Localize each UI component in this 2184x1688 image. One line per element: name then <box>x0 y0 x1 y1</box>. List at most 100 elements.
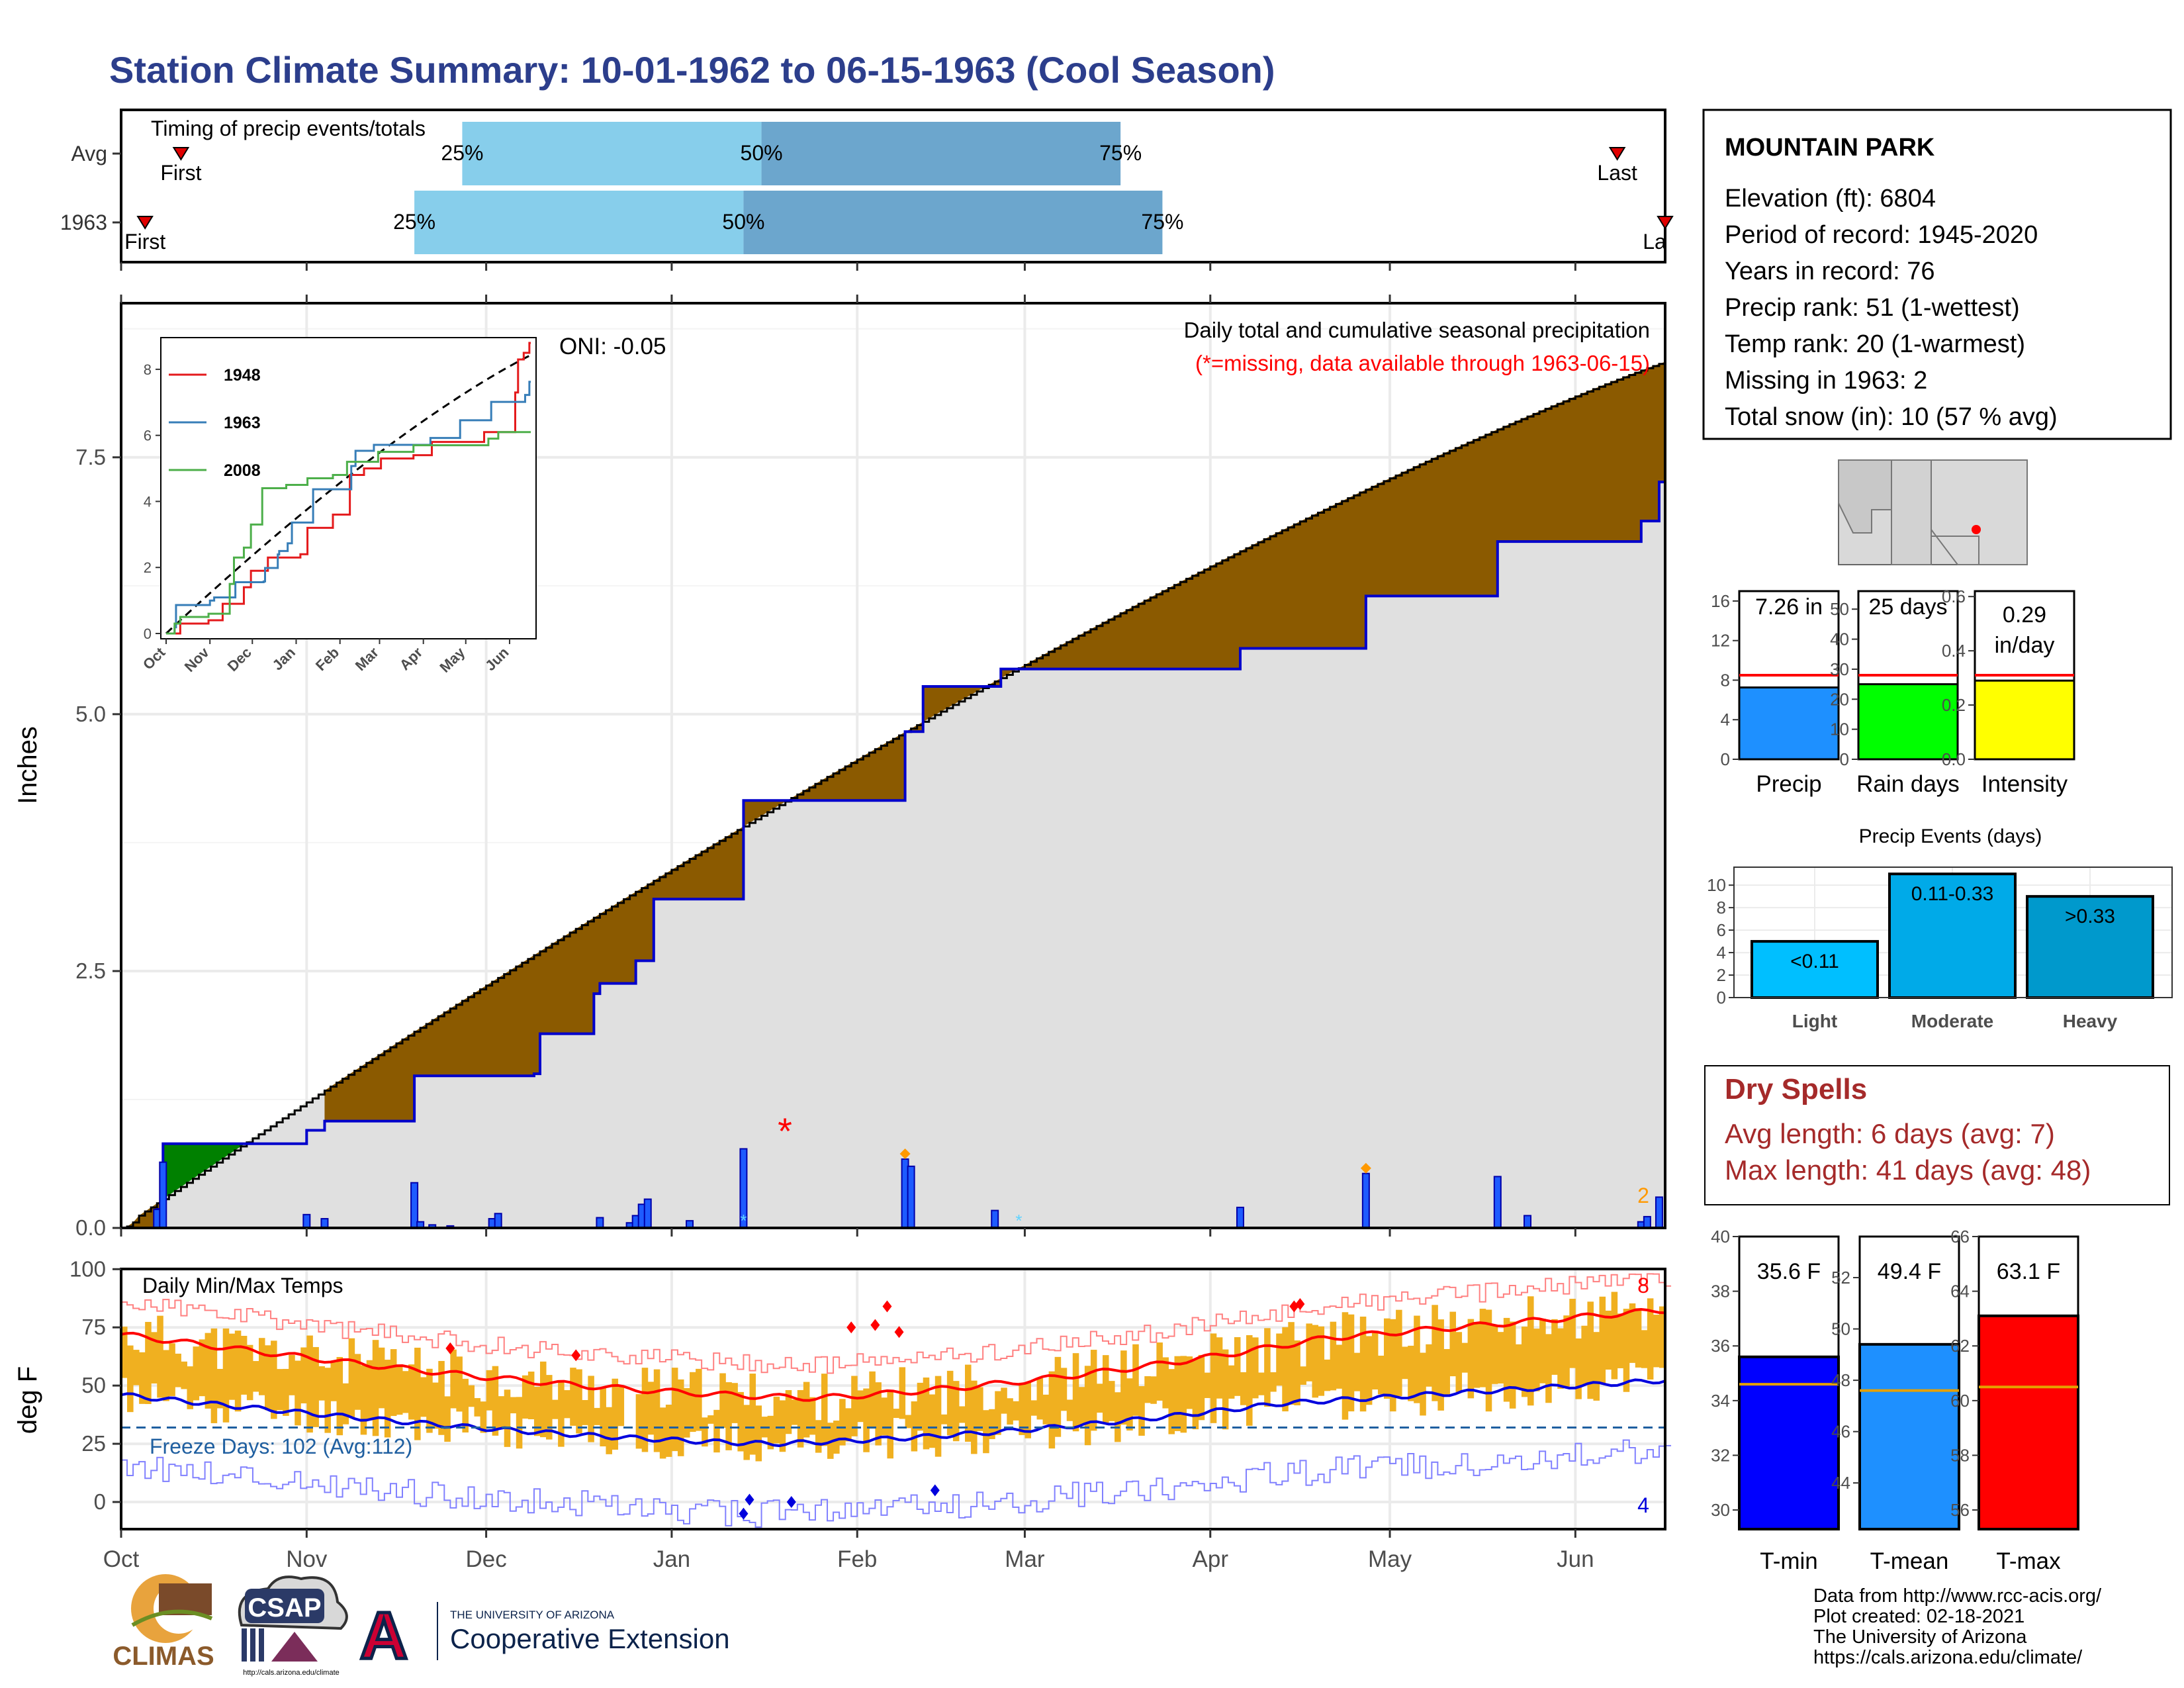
temp-bar-ytick-label: 60 <box>1950 1391 1970 1411</box>
daily-temp-bar <box>456 1356 463 1412</box>
daily-temp-bar <box>402 1371 409 1413</box>
oni-label: ONI: -0.05 <box>559 334 666 359</box>
snow-day-marker <box>1360 1162 1371 1174</box>
daily-temp-bar <box>462 1378 469 1432</box>
summary-ytick-label: 4 <box>1721 710 1730 729</box>
record-high-marker <box>882 1300 892 1313</box>
daily-temp-bar <box>1653 1315 1660 1368</box>
summary-ytick-label: 8 <box>1721 670 1730 690</box>
station-location-marker <box>1972 525 1981 534</box>
daily-temp-bar <box>533 1386 541 1436</box>
daily-temp-bar <box>893 1409 900 1419</box>
daily-temp-bar <box>1109 1381 1115 1421</box>
daily-temp-bar <box>1623 1309 1630 1392</box>
timing-pct-label: 25% <box>441 141 483 165</box>
daily-temp-bar <box>1455 1332 1463 1392</box>
first-event-label: First <box>124 230 165 254</box>
month-label: Nov <box>286 1546 328 1572</box>
temp-bar-ytick-label: 36 <box>1711 1336 1730 1356</box>
daily-temp-bar <box>438 1360 445 1435</box>
daily-temp-bar <box>330 1362 338 1401</box>
daily-temp-bar <box>1605 1310 1612 1370</box>
daily-temp-bar <box>1569 1299 1576 1368</box>
daily-temp-bar <box>677 1379 684 1456</box>
precip-ytick-label: 0.0 <box>75 1215 106 1240</box>
record-high-marker <box>571 1349 581 1362</box>
daily-temp-bar <box>588 1376 594 1442</box>
daily-temp-bar <box>1581 1325 1588 1385</box>
timing-pct-label: 50% <box>741 141 783 165</box>
daily-temp-bar <box>426 1368 433 1433</box>
daily-temp-bar <box>516 1397 523 1449</box>
station-name: MOUNTAIN PARK <box>1725 134 1935 162</box>
daily-temp-bar <box>946 1370 954 1436</box>
daily-temp-bar <box>1060 1368 1068 1411</box>
events-category-label: Heavy <box>2063 1011 2118 1031</box>
daily-temp-bar <box>696 1368 702 1431</box>
temp-bar-ytick-label: 64 <box>1950 1282 1970 1301</box>
daily-temp-bar <box>1048 1371 1056 1449</box>
daily-temp-bar <box>785 1390 792 1434</box>
daily-temp-bar <box>1228 1365 1235 1399</box>
daily-temp-bar <box>1420 1352 1426 1416</box>
daily-temp-bar <box>1174 1356 1181 1431</box>
temp-bar-value-label: 63.1 F <box>1997 1259 2060 1284</box>
daily-temp-bar <box>312 1346 319 1427</box>
daily-temp-bar <box>845 1408 852 1442</box>
daily-temp-bar <box>222 1328 230 1423</box>
daily-temp-bar <box>1599 1296 1606 1383</box>
summary-bar <box>1974 679 2075 761</box>
daily-temp-bar <box>1383 1318 1390 1399</box>
daily-temp-bar <box>1659 1306 1666 1368</box>
daily-temp-bar <box>1515 1344 1522 1390</box>
daily-temp-bar <box>767 1415 774 1450</box>
daily-temp-bar <box>582 1399 588 1425</box>
daily-temp-bar <box>653 1369 660 1452</box>
missing-count-label: 2 <box>1637 1184 1649 1207</box>
daily-temp-bar <box>265 1345 271 1411</box>
station-line: Temp rank: 20 (1-warmest) <box>1725 330 2025 358</box>
daily-temp-bar <box>1593 1332 1600 1401</box>
daily-temp-bar <box>1426 1344 1432 1387</box>
daily-temp-bar <box>917 1382 924 1431</box>
daily-temp-bar <box>1180 1356 1187 1433</box>
events-bar <box>1751 940 1879 999</box>
summary-value-label: 25 days <box>1868 594 1947 620</box>
daily-temp-bar <box>163 1350 169 1401</box>
temp-bar-ytick-label: 38 <box>1711 1282 1730 1301</box>
record-high-marker <box>1295 1298 1305 1311</box>
daily-precip-bar <box>643 1198 652 1229</box>
station-line: Precip rank: 51 (1-wettest) <box>1725 294 2020 322</box>
timing-bar-q1 <box>462 122 762 185</box>
trace-marker: * <box>1015 1211 1022 1231</box>
inset-average-line <box>165 354 531 635</box>
daily-temp-bar <box>635 1394 643 1449</box>
temp-bar-ytick-label: 48 <box>1831 1370 1850 1390</box>
station-line: Elevation (ft): 6804 <box>1725 185 1936 212</box>
daily-temp-bar <box>1342 1312 1349 1420</box>
daily-temp-bar <box>971 1380 978 1454</box>
summary-ytick-label: 50 <box>1830 599 1849 619</box>
temp-bar-value-label: 35.6 F <box>1757 1259 1821 1284</box>
daily-temp-bar <box>1036 1378 1044 1420</box>
summary-value-part: 0.29 <box>2003 602 2046 628</box>
precip-events-chart: Precip Events (days) 0 2 4 6 8 10 <0.11 Light 0.… <box>1707 825 2173 1031</box>
first-event-label: First <box>160 161 201 185</box>
temp-bar-ytick-label: 34 <box>1711 1391 1730 1411</box>
events-title: Precip Events (days) <box>1859 825 2042 847</box>
daily-temp-bar <box>617 1387 625 1427</box>
daily-precip-bar <box>596 1217 604 1229</box>
events-bar <box>2026 895 2154 999</box>
daily-temp-bar <box>1503 1317 1510 1402</box>
temp-bar-ytick-label: 52 <box>1831 1268 1850 1288</box>
daily-temp-bar <box>1635 1308 1642 1368</box>
daily-temp-bar <box>1437 1319 1444 1411</box>
daily-temp-bar <box>713 1409 720 1453</box>
daily-temp-bar <box>1473 1322 1480 1388</box>
daily-temp-bar <box>952 1381 960 1442</box>
csap-url: http://cals.arizona.edu/climate <box>243 1669 340 1677</box>
events-ytick-label: 2 <box>1717 965 1726 985</box>
average-min-line <box>120 1378 1666 1448</box>
daily-temp-bar <box>1347 1314 1355 1412</box>
daily-temp-bar <box>1162 1357 1169 1409</box>
